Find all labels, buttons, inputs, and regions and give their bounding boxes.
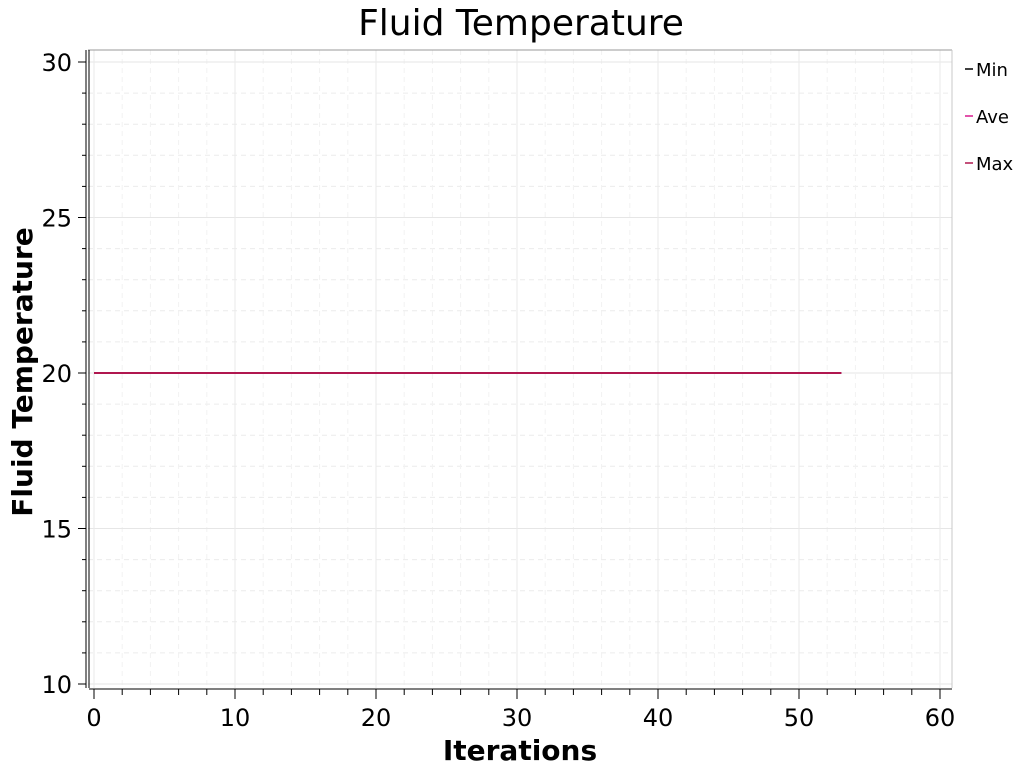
grid	[88, 50, 952, 688]
x-tick-label: 30	[502, 704, 533, 732]
x-tick-label: 0	[86, 704, 101, 732]
y-tick-label: 25	[41, 205, 72, 233]
legend-label-max: Max	[976, 154, 1014, 175]
x-tick-label: 10	[220, 704, 251, 732]
legend: Min Ave Max	[965, 60, 1014, 175]
y-tick-label: 10	[41, 671, 72, 699]
y-tick-label: 15	[41, 516, 72, 544]
legend-label-ave: Ave	[976, 107, 1009, 128]
x-tick-label: 50	[784, 704, 815, 732]
x-tick-label: 60	[925, 704, 956, 732]
y-tick-label: 30	[41, 49, 72, 77]
y-axis-title: Fluid Temperature	[6, 227, 39, 516]
axes: 10 15 20 25 30 0 10 20 30 40 50 60	[41, 49, 955, 732]
chart-title: Fluid Temperature	[358, 3, 684, 44]
x-tick-label: 20	[361, 704, 392, 732]
legend-label-min: Min	[976, 60, 1008, 81]
x-tick-label: 40	[643, 704, 674, 732]
x-axis-title: Iterations	[443, 734, 597, 767]
y-tick-label: 20	[41, 360, 72, 388]
